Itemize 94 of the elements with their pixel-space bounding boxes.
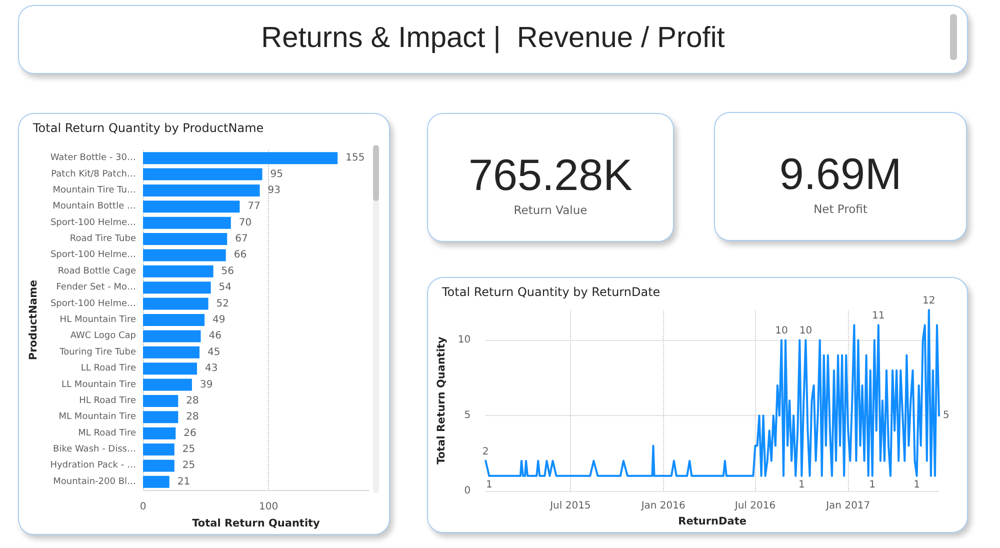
x-tick-label: 100 [259, 502, 278, 512]
bar [143, 378, 192, 391]
x-tick-label: 0 [140, 502, 146, 512]
data-label: 1 [486, 479, 492, 490]
data-label: 54 [218, 282, 232, 294]
data-label: 43 [204, 363, 218, 374]
y-tick-label: Hydration Pack - … [50, 460, 136, 471]
x-tick-label: Jul 2016 [734, 500, 776, 512]
data-label: 1 [798, 479, 805, 490]
bar [143, 200, 240, 213]
y-tick-label: Patch Kit/8 Patch… [51, 169, 136, 180]
bar [143, 233, 228, 246]
bar [143, 168, 262, 180]
bar [143, 216, 231, 229]
data-label: 10 [775, 326, 788, 337]
data-label: 1 [869, 479, 876, 490]
bar [143, 298, 208, 310]
data-label: 155 [346, 152, 365, 164]
y-tick-label: 0 [464, 486, 471, 496]
bar [143, 249, 226, 262]
bar [143, 152, 338, 164]
bar [143, 282, 211, 294]
y-tick-label: Fender Set - Mo… [56, 282, 136, 293]
y-axis-title: ProductName [28, 280, 40, 360]
bar [143, 330, 201, 342]
text: 9.69M [778, 150, 903, 199]
data-label: 25 [182, 460, 196, 472]
y-tick-label: Mountain Bottle … [52, 202, 136, 212]
y-tick-label: Bike Wash - Diss… [53, 444, 136, 455]
y-tick-label: AWC Logo Cap [70, 331, 136, 342]
data-label: 77 [248, 201, 260, 212]
bar [143, 394, 178, 407]
chart-title: Total Return Quantity by ProductName [32, 121, 264, 135]
x-tick-label: Jan 2017 [825, 500, 870, 512]
data-label: 21 [177, 476, 190, 488]
bar [143, 346, 200, 358]
y-tick-label: 10 [458, 334, 471, 346]
bar [143, 476, 170, 488]
bar [143, 460, 174, 472]
y-tick-label: Mountain Tire Tu… [52, 185, 136, 196]
y-tick-label: HL Mountain Tire [60, 315, 136, 325]
bar [143, 362, 197, 375]
y-tick-label: Water Bottle - 30… [50, 153, 136, 164]
data-label: 12 [922, 296, 936, 306]
y-tick-label: Road Tire Tube [70, 234, 136, 244]
y-tick-label: Road Bottle Cage [58, 266, 136, 276]
data-label: 11 [872, 310, 885, 322]
data-label: 25 [182, 444, 196, 456]
y-tick-label: Sport-100 Helme… [50, 250, 136, 260]
data-label: 1 [914, 479, 920, 490]
text: Returns & Impact | Revenue / Profit [260, 21, 726, 56]
bar [143, 411, 178, 424]
data-label: 10 [799, 326, 812, 337]
data-label: 2 [482, 446, 489, 458]
x-tick-label: Jul 2015 [549, 500, 591, 512]
data-label: 26 [184, 428, 196, 439]
x-tick-label: Jan 2016 [640, 500, 686, 512]
y-tick-label: Mountain-200 Bl… [53, 476, 136, 487]
data-label: 46 [208, 330, 222, 342]
data-label: 70 [238, 217, 252, 228]
data-label: 49 [212, 314, 226, 326]
x-axis-title: ReturnDate [678, 516, 746, 528]
y-tick-label: LL Mountain Tire [62, 380, 136, 390]
data-label: 93 [268, 184, 280, 196]
text: Net Profit [812, 201, 868, 217]
data-label: 39 [200, 379, 213, 390]
data-label: 28 [186, 395, 199, 406]
bar [143, 427, 176, 440]
text: Return Value [512, 202, 588, 218]
bar [143, 314, 205, 326]
bar [143, 184, 260, 196]
bar [143, 444, 174, 456]
chart-title: Total Return Quantity by ReturnDate [441, 285, 660, 299]
y-tick-label: Sport-100 Helme… [50, 298, 136, 309]
x-axis-title: Total Return Quantity [192, 518, 320, 530]
y-tick-label: HL Road Tire [79, 396, 136, 406]
data-label: 5 [943, 410, 950, 422]
y-tick-label: LL Road Tire [80, 364, 136, 374]
data-label: 28 [186, 412, 199, 423]
data-label: 52 [216, 298, 230, 310]
data-label: 45 [208, 346, 220, 358]
y-tick-label: ML Road Tire [78, 428, 136, 438]
y-axis-title: Total Return Quantity [436, 336, 448, 464]
y-tick-label: Touring Tire Tube [58, 347, 136, 358]
data-label: 95 [270, 168, 284, 180]
data-label: 67 [235, 234, 248, 245]
y-tick-label: ML Mountain Tire [58, 412, 136, 422]
line-series [484, 309, 940, 477]
data-label: 66 [234, 250, 247, 261]
bar [143, 265, 214, 278]
data-label: 56 [221, 266, 234, 277]
text: 765.28K [468, 151, 634, 200]
y-tick-label: Sport-100 Helme… [50, 218, 136, 228]
y-tick-label: 5 [464, 410, 471, 422]
